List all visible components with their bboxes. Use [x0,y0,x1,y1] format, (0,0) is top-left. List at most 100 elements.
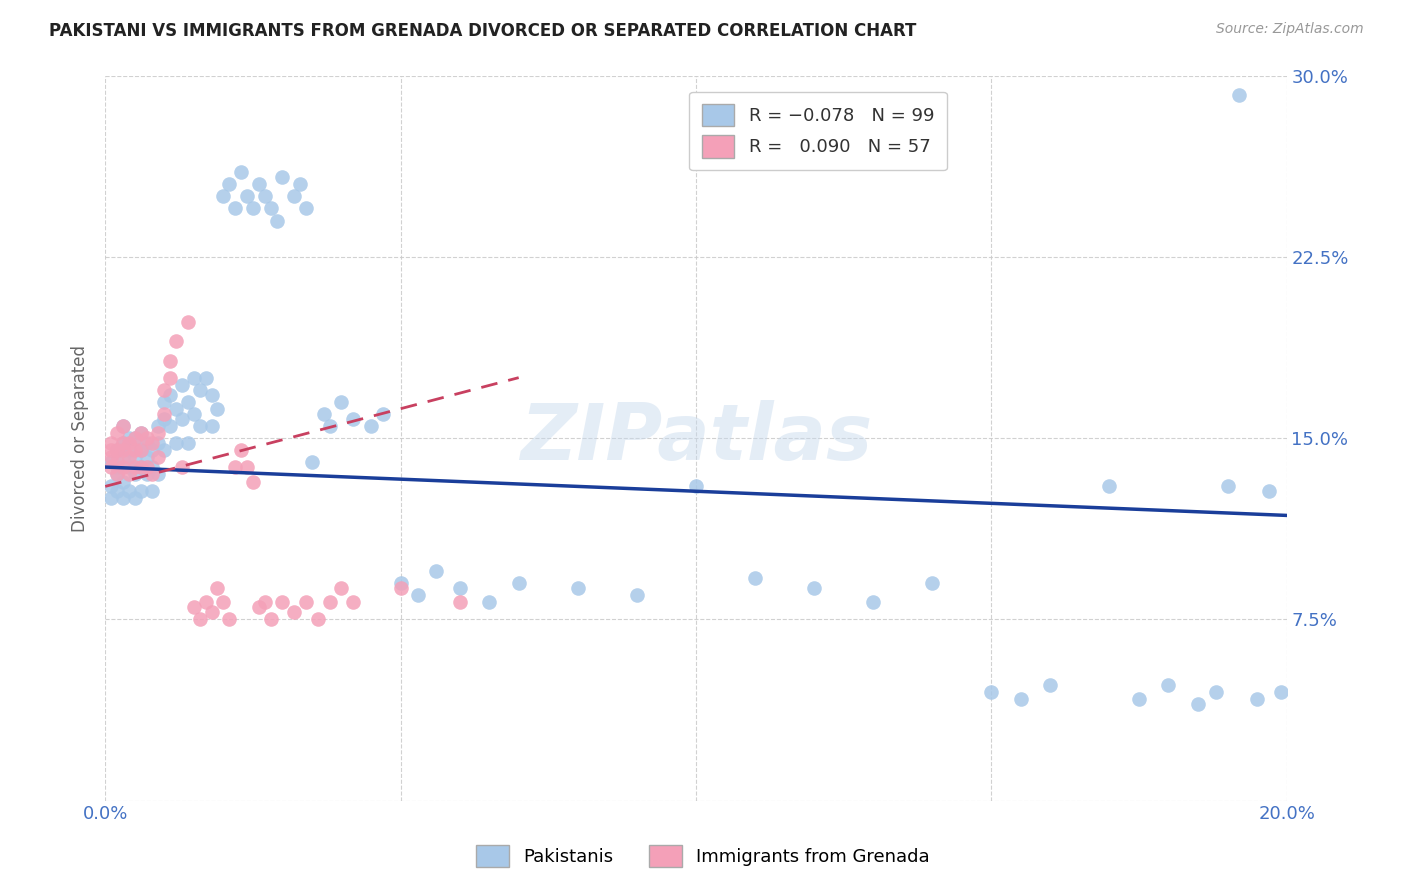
Point [194,595,217,609]
Point [194,370,217,384]
Point [100,443,122,458]
Point [170,460,193,475]
Point [449,581,471,595]
Text: PAKISTANI VS IMMIGRANTS FROM GRENADA DIVORCED OR SEPARATED CORRELATION CHART: PAKISTANI VS IMMIGRANTS FROM GRENADA DIV… [49,22,917,40]
Point [567,581,589,595]
Point [921,576,943,591]
Point [177,394,200,409]
Point [111,436,134,450]
Point [1128,692,1150,706]
Point [135,436,157,450]
Point [177,436,200,450]
Point [100,455,122,469]
Point [124,491,146,506]
Point [105,467,128,482]
Point [105,443,128,458]
Point [118,450,141,465]
Point [111,443,134,458]
Point [685,479,707,493]
Point [862,595,884,609]
Point [100,460,122,475]
Point [153,411,176,425]
Point [1270,685,1292,699]
Point [1205,685,1227,699]
Point [295,202,318,216]
Point [271,595,294,609]
Point [218,612,240,626]
Point [242,202,264,216]
Point [118,431,141,445]
Point [295,595,318,609]
Point [626,588,648,602]
Point [330,394,353,409]
Point [371,407,394,421]
Point [118,460,141,475]
Point [141,443,163,458]
Point [1246,692,1268,706]
Point [118,436,141,450]
Point [148,426,170,441]
Point [318,419,340,434]
Point [105,426,128,441]
Point [266,213,288,227]
Point [1010,692,1032,706]
Point [288,178,311,192]
Point [236,189,259,203]
Point [259,612,281,626]
Point [200,605,222,619]
Point [148,436,170,450]
Point [188,383,211,397]
Point [111,491,134,506]
Point [105,443,128,458]
Point [803,581,825,595]
Point [1216,479,1239,493]
Point [744,571,766,585]
Point [118,443,141,458]
Point [259,202,281,216]
Point [153,394,176,409]
Point [307,612,329,626]
Point [124,443,146,458]
Point [508,576,530,591]
Point [111,475,134,489]
Point [312,407,335,421]
Point [141,467,163,482]
Point [183,407,205,421]
Point [183,370,205,384]
Point [141,460,163,475]
Point [330,581,353,595]
Point [177,315,200,329]
Point [124,467,146,482]
Point [148,450,170,465]
Point [118,467,141,482]
Point [141,484,163,499]
Point [318,595,340,609]
Point [207,581,229,595]
Point [129,460,152,475]
Text: Source: ZipAtlas.com: Source: ZipAtlas.com [1216,22,1364,37]
Point [224,202,246,216]
Point [980,685,1002,699]
Point [247,600,270,615]
Point [129,426,152,441]
Point [165,334,187,349]
Point [153,407,176,421]
Point [105,460,128,475]
Point [283,189,305,203]
Point [105,484,128,499]
Point [253,595,276,609]
Point [188,612,211,626]
Point [124,450,146,465]
Point [342,595,364,609]
Point [124,460,146,475]
Point [389,581,412,595]
Point [159,353,181,368]
Point [478,595,501,609]
Point [188,419,211,434]
Point [153,383,176,397]
Point [124,431,146,445]
Point [271,169,294,184]
Point [1098,479,1121,493]
Point [159,370,181,384]
Point [389,576,412,591]
